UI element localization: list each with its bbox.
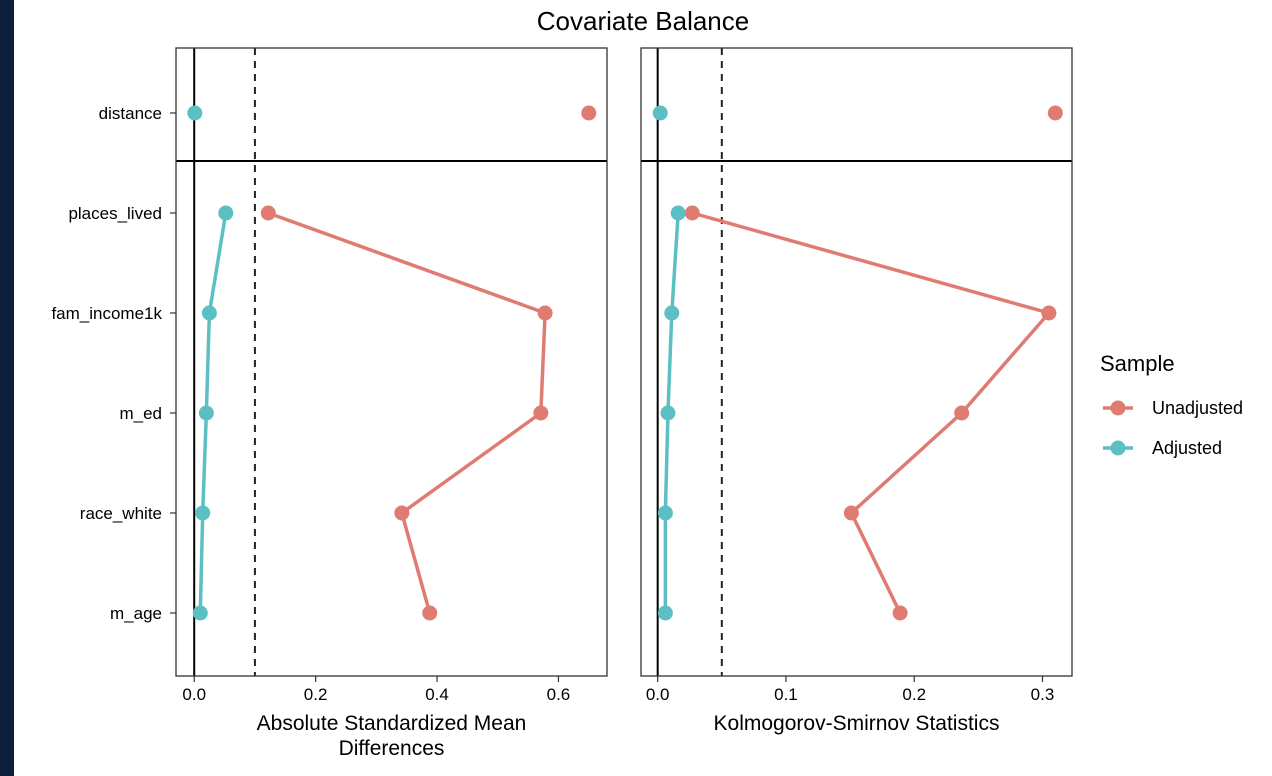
x-axis-title: Absolute Standardized Mean	[257, 712, 527, 735]
x-axis-title: Kolmogorov-Smirnov Statistics	[714, 712, 1000, 735]
data-point-unadjusted-places_lived	[684, 205, 700, 221]
y-tick-label-race_white: race_white	[80, 504, 162, 523]
x-tick-label: 0.0	[182, 685, 206, 704]
x-axis-title: Differences	[339, 737, 445, 760]
frame-edge-strip	[0, 0, 14, 776]
x-tick-label: 0.0	[646, 685, 670, 704]
data-point-adjusted-distance	[652, 105, 668, 121]
y-tick-label-m_age: m_age	[110, 604, 162, 623]
y-tick-label-fam_income1k: fam_income1k	[51, 304, 162, 323]
x-tick-label: 0.1	[774, 685, 798, 704]
legend-title: Sample	[1100, 351, 1175, 376]
panel-1: 0.0 0.2 0.4 0.6 Absolute Standardized MeanDi…	[175, 47, 608, 760]
legend: Sample Unadjusted Adjusted	[1100, 351, 1243, 458]
data-point-adjusted-race_white	[195, 505, 211, 521]
x-tick-label: 0.2	[902, 685, 926, 704]
data-point-unadjusted-places_lived	[260, 205, 276, 221]
x-tick-label: 0.6	[547, 685, 571, 704]
data-point-unadjusted-fam_income1k	[1041, 305, 1057, 321]
y-tick-label-m_ed: m_ed	[119, 404, 162, 423]
data-point-unadjusted-race_white	[843, 505, 859, 521]
chart-title: Covariate Balance	[537, 6, 749, 36]
y-tick-label-distance: distance	[99, 104, 162, 123]
data-point-adjusted-m_age	[657, 605, 673, 621]
panel-border	[175, 47, 608, 677]
data-point-adjusted-places_lived	[218, 205, 234, 221]
series-line-unadjusted	[267, 211, 547, 614]
data-point-adjusted-m_age	[192, 605, 208, 621]
data-point-unadjusted-race_white	[394, 505, 410, 521]
data-point-unadjusted-m_age	[422, 605, 438, 621]
data-point-adjusted-fam_income1k	[201, 305, 217, 321]
legend-label-unadjusted: Unadjusted	[1152, 398, 1243, 418]
data-point-adjusted-places_lived	[670, 205, 686, 221]
x-tick-label: 0.3	[1031, 685, 1055, 704]
x-tick-label: 0.2	[304, 685, 328, 704]
data-point-adjusted-race_white	[657, 505, 673, 521]
data-point-unadjusted-m_ed	[954, 405, 970, 421]
legend-label-adjusted: Adjusted	[1152, 438, 1222, 458]
data-point-adjusted-fam_income1k	[664, 305, 680, 321]
data-point-unadjusted-distance	[581, 105, 597, 121]
series-line-unadjusted	[691, 211, 1051, 614]
data-point-adjusted-m_ed	[198, 405, 214, 421]
panels-layer: distance places_lived fam_income1k m_edrace…	[51, 47, 1073, 760]
data-point-adjusted-distance	[187, 105, 203, 121]
data-point-adjusted-m_ed	[660, 405, 676, 421]
data-point-unadjusted-fam_income1k	[537, 305, 553, 321]
data-point-unadjusted-m_ed	[533, 405, 549, 421]
legend-key-point-adjusted	[1110, 440, 1126, 456]
legend-key-point-unadjusted	[1110, 400, 1126, 416]
panel-border	[640, 47, 1073, 677]
x-tick-label: 0.4	[425, 685, 449, 704]
data-point-unadjusted-distance	[1047, 105, 1063, 121]
data-point-unadjusted-m_age	[892, 605, 908, 621]
y-tick-label-places_lived: places_lived	[68, 204, 162, 223]
panel-2: 0.0 0.1 0.2 0.3 Kolmogorov-Smirnov Statistic…	[640, 47, 1073, 735]
